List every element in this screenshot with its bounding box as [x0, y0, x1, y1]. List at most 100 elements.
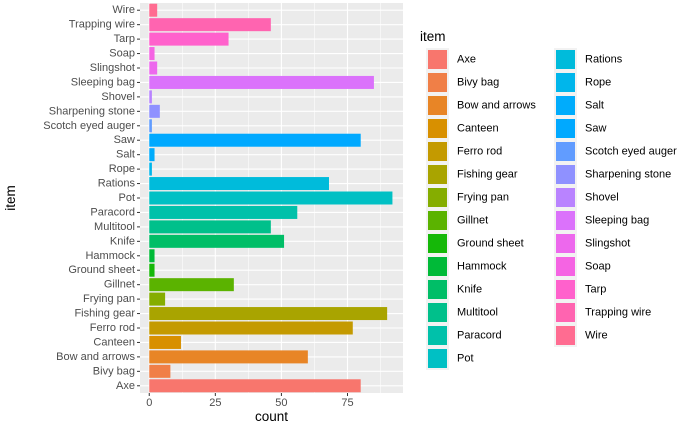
bar-ferro-rod — [149, 321, 353, 335]
bar-soap — [149, 47, 155, 61]
legend-swatch — [428, 303, 447, 322]
legend-swatch — [556, 96, 575, 115]
bar-frying-pan — [149, 292, 166, 306]
legend-swatch — [556, 326, 575, 345]
legend-item-canteen: Canteen — [426, 117, 499, 140]
legend-swatch — [428, 349, 447, 368]
legend-swatch — [556, 119, 575, 138]
legend-label: Ground sheet — [457, 238, 524, 250]
legend-label: Canteen — [457, 123, 499, 135]
legend: item Axe Bivy bag Bow and arrows Canteen Ferr… — [420, 29, 677, 370]
y-tick-label: Paracord — [90, 206, 135, 218]
legend-item-multitool: Multitool — [426, 301, 498, 324]
legend-swatch — [556, 142, 575, 161]
legend-item-rations: Rations — [554, 48, 623, 71]
legend-swatch — [428, 142, 447, 161]
bar-hammock — [149, 249, 155, 263]
y-tick-label: Gillnet — [104, 279, 135, 291]
y-tick-label: Ground sheet — [68, 264, 135, 276]
legend-label: Paracord — [457, 330, 502, 342]
legend-label: Axe — [457, 54, 476, 66]
legend-swatch — [428, 50, 447, 69]
y-tick-label: Rope — [109, 163, 135, 175]
y-tick-label: Pot — [118, 192, 135, 204]
y-tick-label: Rations — [98, 178, 136, 190]
legend-item-ferro-rod: Ferro rod — [426, 140, 502, 163]
legend-item-wire: Wire — [554, 324, 608, 347]
bar-sleeping-bag — [149, 75, 374, 89]
bar-bow-and-arrows — [149, 350, 308, 364]
legend-item-ground-sheet: Ground sheet — [426, 232, 524, 255]
y-tick-label: Canteen — [93, 336, 135, 348]
legend-swatch — [428, 73, 447, 92]
legend-label: Saw — [585, 123, 606, 135]
legend-swatch — [428, 165, 447, 184]
x-tick-label: 25 — [209, 397, 221, 409]
bar-scotch-eyed-auger — [149, 119, 152, 133]
bar-pot — [149, 191, 393, 205]
bar-paracord — [149, 205, 298, 219]
legend-item-rope: Rope — [554, 71, 611, 94]
y-tick-label: Scotch eyed auger — [43, 120, 135, 132]
y-tick-label: Knife — [110, 235, 135, 247]
legend-swatch — [556, 73, 575, 92]
legend-item-scotch-eyed-auger: Scotch eyed auger — [554, 140, 677, 163]
legend-item-axe: Axe — [426, 48, 476, 71]
legend-item-gillnet: Gillnet — [426, 209, 488, 232]
legend-item-bow-and-arrows: Bow and arrows — [426, 94, 536, 117]
bar-fishing-gear — [149, 307, 388, 321]
y-tick-label: Trapping wire — [69, 19, 135, 31]
legend-label: Sharpening stone — [585, 169, 671, 181]
legend-item-soap: Soap — [554, 255, 611, 278]
legend-label: Knife — [457, 284, 482, 296]
y-tick-label: Ferro rod — [90, 322, 135, 334]
legend-label: Soap — [585, 261, 611, 273]
bar-gillnet — [149, 278, 234, 292]
y-tick-label: Axe — [116, 380, 135, 392]
legend-label: Frying pan — [457, 192, 509, 204]
y-tick-label: Sleeping bag — [71, 76, 135, 88]
x-tick-label: 0 — [146, 397, 152, 409]
legend-swatch — [428, 96, 447, 115]
x-axis-title: count — [255, 409, 288, 424]
legend-label: Scotch eyed auger — [585, 146, 677, 158]
legend-item-knife: Knife — [426, 278, 482, 301]
bar-ground-sheet — [149, 263, 155, 277]
legend-item-fishing-gear: Fishing gear — [426, 163, 518, 186]
x-tick-label: 50 — [275, 397, 287, 409]
bar-saw — [149, 133, 361, 147]
legend-swatch — [556, 280, 575, 299]
x-tick-label: 75 — [341, 397, 353, 409]
legend-swatch — [556, 188, 575, 207]
bar-multitool — [149, 220, 271, 234]
legend-swatch — [428, 211, 447, 230]
legend-swatch — [556, 234, 575, 253]
legend-label: Bow and arrows — [457, 100, 536, 112]
legend-swatch — [556, 165, 575, 184]
legend-label: Multitool — [457, 307, 498, 319]
legend-swatch — [428, 188, 447, 207]
legend-label: Ferro rod — [457, 146, 502, 158]
y-axis-title: item — [3, 185, 18, 211]
legend-label: Tarp — [585, 284, 606, 296]
legend-label: Rope — [585, 77, 611, 89]
legend-label: Salt — [585, 100, 604, 112]
legend-item-sleeping-bag: Sleeping bag — [554, 209, 649, 232]
legend-title: item — [420, 29, 446, 44]
legend-swatch — [556, 50, 575, 69]
legend-item-hammock: Hammock — [426, 255, 507, 278]
legend-label: Gillnet — [457, 215, 488, 227]
legend-item-saw: Saw — [554, 117, 606, 140]
bar-knife — [149, 234, 285, 248]
y-tick-label: Slingshot — [90, 62, 135, 74]
legend-swatch — [556, 303, 575, 322]
y-tick-label: Bow and arrows — [56, 351, 135, 363]
y-tick-label: Hammock — [85, 250, 135, 262]
legend-swatch — [428, 326, 447, 345]
y-tick-label: Salt — [116, 149, 135, 161]
bar-tarp — [149, 32, 229, 46]
legend-label: Wire — [585, 330, 608, 342]
legend-swatch — [556, 211, 575, 230]
legend-swatch — [428, 280, 447, 299]
